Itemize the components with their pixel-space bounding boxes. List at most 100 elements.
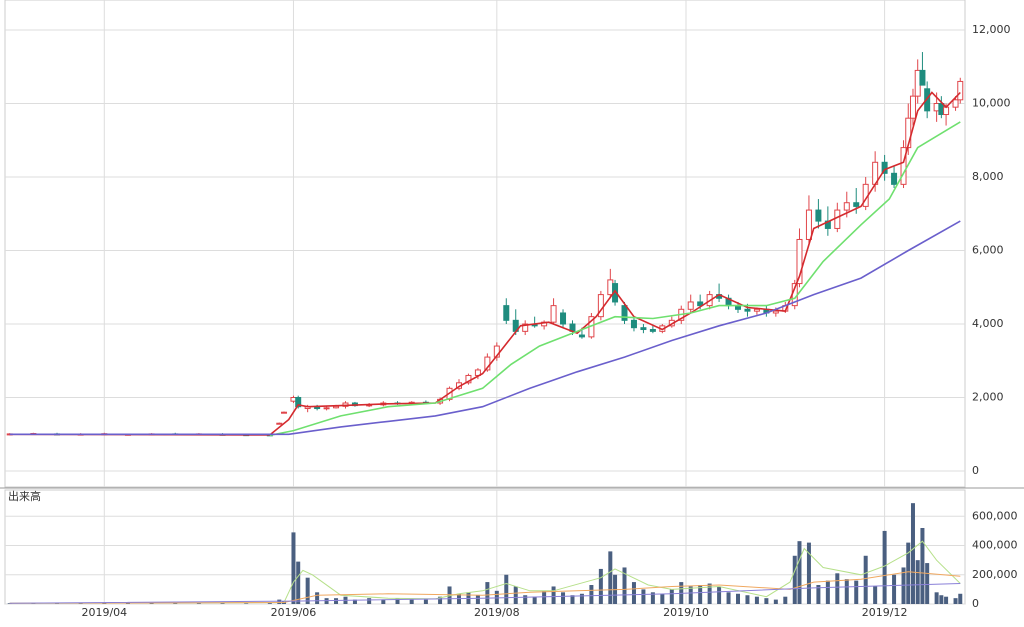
volume-bar [901,567,906,604]
volume-bar [939,595,944,604]
volume-bar [764,598,769,604]
volume-bar [783,596,788,604]
candle-body [550,305,557,323]
volume-bar [438,596,443,604]
volume-bar [447,586,452,604]
candle-body [649,329,656,332]
candle-body [640,327,647,331]
candle-body [744,308,751,312]
volume-bar [688,586,693,604]
volume-bar [650,592,655,604]
volume-bar [589,585,594,604]
volume-bar [504,574,509,604]
y-tick-label: 400,000 [972,539,1018,552]
candle-body [522,323,529,332]
candle-body [630,319,637,329]
volume-bar [754,596,759,604]
y-tick-label: 12,000 [972,23,1011,36]
volume-bar [915,560,920,604]
volume-bar [745,595,750,604]
volume-bar [707,583,712,604]
volume-bar [409,599,414,604]
y-tick-label: 2,000 [972,391,1004,404]
candle-body [815,209,822,222]
line [9,220,961,436]
volume-bar [920,528,925,604]
candle-body [621,305,628,321]
volume-bar [873,586,878,604]
volume-bar [367,598,372,604]
volume-bar [717,586,722,604]
volume-bar [220,603,225,604]
candle-body [753,308,760,312]
volume-bar [305,577,310,604]
candle-body [805,209,812,240]
volume-bar [882,530,887,604]
y-tick-label: 600,000 [972,509,1018,522]
y-tick-label: 10,000 [972,96,1011,109]
volume-bar [910,503,915,604]
volume-bar [196,603,201,604]
volume-bar [277,599,282,604]
y-tick-label: 6,000 [972,244,1004,257]
volume-bar [334,598,339,604]
volume-bar [641,589,646,604]
volume-bar [669,589,674,604]
volume-title: 出来高 [8,489,41,503]
volume-bar [844,579,849,604]
volume-bar [551,586,556,604]
volume-bar [78,603,83,604]
volume-bar [381,599,386,604]
volume-bar [797,541,802,604]
volume-bar [660,593,665,604]
candle-body [900,147,907,185]
x-tick-label: 2019/12 [862,606,908,619]
candle-body [697,301,704,307]
volume-bar [854,580,859,604]
volume-bar [513,586,518,604]
volume-bar [291,532,296,604]
volume-bar [906,542,911,604]
volume-bar [863,555,868,604]
candle-body [281,411,288,414]
y-tick-label: 200,000 [972,568,1018,581]
volume-bar [631,582,636,604]
line [9,583,961,604]
volume-bar [726,592,731,604]
candle-body [796,238,803,285]
candle-body [834,209,841,229]
volume-bar [532,596,537,604]
volume-bar [173,603,178,604]
volume-bar [736,593,741,604]
volume-bar [542,590,547,604]
volume-bar [608,551,613,604]
candle-body [503,305,510,321]
volume-bar [296,561,301,604]
volume-bar [698,585,703,604]
candle-body [295,397,302,408]
x-tick-label: 2019/04 [81,606,127,619]
volume-bar [835,573,840,604]
volume-bar [315,592,320,604]
volume-bar [816,585,821,604]
candle-body [323,407,330,410]
volume-bar [806,542,811,604]
y-tick-label: 0 [972,464,979,477]
candle-body [919,69,926,86]
volume-bar [792,555,797,604]
candle-body [853,202,860,207]
volume-frame [4,489,966,605]
line [9,91,961,436]
volume-bar [622,567,627,604]
x-tick-label: 2019/08 [474,606,520,619]
volume-bar [244,603,249,604]
line [9,571,961,604]
y-tick-label: 8,000 [972,170,1004,183]
candle-body [843,202,850,211]
volume-bar [944,596,949,604]
candle-body [909,95,916,119]
candle-body [578,334,585,338]
volume-bar [523,595,528,604]
volume-bar [352,599,357,604]
